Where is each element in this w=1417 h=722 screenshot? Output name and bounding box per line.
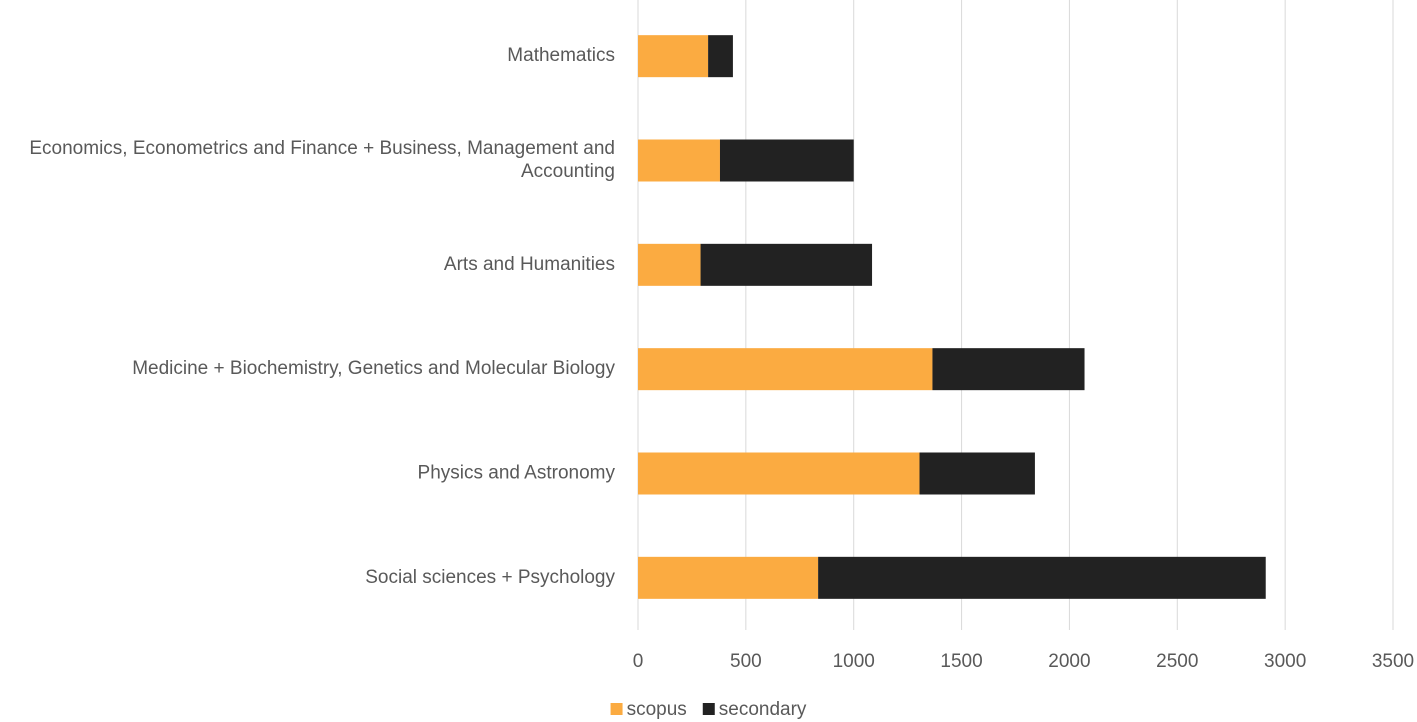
y-tick-label: Social sciences + Psychology bbox=[365, 567, 615, 588]
x-tick-label: 2000 bbox=[1048, 651, 1090, 672]
bar-segment bbox=[818, 556, 1266, 599]
x-tick-label: 500 bbox=[730, 651, 762, 672]
x-tick-label: 1000 bbox=[833, 651, 875, 672]
label-line: Accounting bbox=[521, 161, 615, 182]
y-tick-label: Economics, Econometrics and Finance + Bu… bbox=[29, 138, 615, 182]
legend-swatch bbox=[702, 703, 715, 715]
x-tick-label: 3500 bbox=[1372, 651, 1414, 672]
bar-segment bbox=[700, 243, 873, 286]
bar-segment bbox=[708, 35, 733, 78]
y-tick-label: Arts and Humanities bbox=[444, 254, 615, 275]
label-line: Economics, Econometrics and Finance + Bu… bbox=[29, 138, 615, 159]
y-tick-label: Mathematics bbox=[507, 45, 615, 66]
y-tick-label: Medicine + Biochemistry, Genetics and Mo… bbox=[132, 358, 615, 379]
x-tick-label: 0 bbox=[633, 651, 644, 672]
bar-segment bbox=[638, 243, 701, 286]
x-tick-label: 1500 bbox=[940, 651, 982, 672]
bar-segment bbox=[719, 139, 854, 182]
bar-segment bbox=[638, 139, 720, 182]
bar-segment bbox=[638, 35, 709, 78]
x-tick-label: 2500 bbox=[1156, 651, 1198, 672]
y-tick-label: Physics and Astronomy bbox=[418, 463, 616, 484]
legend: scopus secondary bbox=[610, 699, 807, 720]
bar-segment bbox=[919, 452, 1035, 495]
bar-segment bbox=[932, 348, 1085, 391]
legend-label: secondary bbox=[719, 699, 807, 720]
bar-segment bbox=[638, 556, 819, 599]
x-tick-label: 3000 bbox=[1264, 651, 1306, 672]
bar-segment bbox=[638, 348, 933, 391]
bar-segment bbox=[638, 452, 920, 495]
legend-swatch bbox=[610, 703, 623, 715]
legend-label: scopus bbox=[627, 699, 687, 720]
